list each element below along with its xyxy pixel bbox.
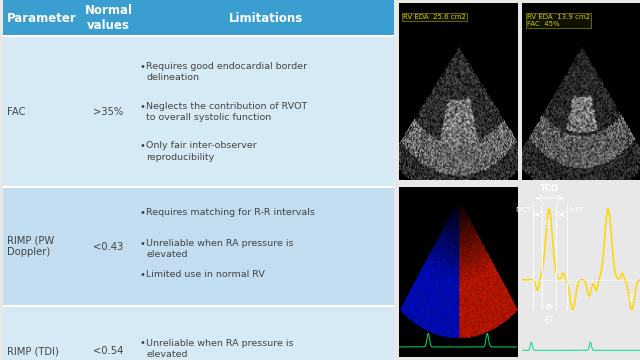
Text: Unreliable when RA pressure is
elevated: Unreliable when RA pressure is elevated: [147, 338, 294, 359]
Text: Only fair inter-observer
reproducibility: Only fair inter-observer reproducibility: [147, 141, 257, 162]
Text: Limitations: Limitations: [228, 12, 303, 24]
Text: RIMP (PW
Doppler): RIMP (PW Doppler): [7, 236, 54, 257]
Text: •: •: [140, 141, 146, 152]
Text: S': S': [545, 221, 551, 230]
Text: •: •: [140, 102, 146, 112]
Text: •: •: [140, 239, 146, 249]
Text: Unreliable when RA pressure is
elevated: Unreliable when RA pressure is elevated: [147, 239, 294, 259]
Text: Requires matching for R-R intervals: Requires matching for R-R intervals: [147, 207, 316, 216]
Text: •: •: [140, 270, 146, 280]
Text: RIMP (TDI): RIMP (TDI): [7, 346, 59, 356]
Text: <0.54: <0.54: [93, 346, 124, 356]
Text: Parameter: Parameter: [7, 12, 77, 24]
Text: Requires good endocardial border
delineation: Requires good endocardial border delinea…: [147, 62, 308, 82]
Text: ET: ET: [545, 316, 554, 325]
Bar: [3, 0, 394, 36]
Text: Neglects the contribution of RVOT
to overall systolic function: Neglects the contribution of RVOT to ove…: [147, 102, 308, 122]
Text: •: •: [140, 207, 146, 217]
Text: Limited use in normal RV: Limited use in normal RV: [147, 270, 266, 279]
Text: FAC: FAC: [7, 107, 26, 117]
Text: IVCT: IVCT: [515, 207, 531, 213]
Text: RV EDA  13.9 cm2
FAC  45%: RV EDA 13.9 cm2 FAC 45%: [527, 14, 590, 27]
Text: <0.43: <0.43: [93, 242, 124, 252]
Text: E': E': [628, 294, 635, 303]
Bar: [3, 306, 394, 360]
Text: RV EDA  25.6 cm2: RV EDA 25.6 cm2: [403, 14, 467, 20]
Text: TCO: TCO: [540, 184, 559, 193]
Text: •: •: [140, 338, 146, 348]
Bar: [3, 187, 394, 306]
Text: >35%: >35%: [93, 107, 124, 117]
Text: IVRT: IVRT: [568, 207, 584, 213]
Bar: [3, 36, 394, 187]
Text: •: •: [140, 62, 146, 72]
Text: Normal
values: Normal values: [84, 4, 132, 32]
